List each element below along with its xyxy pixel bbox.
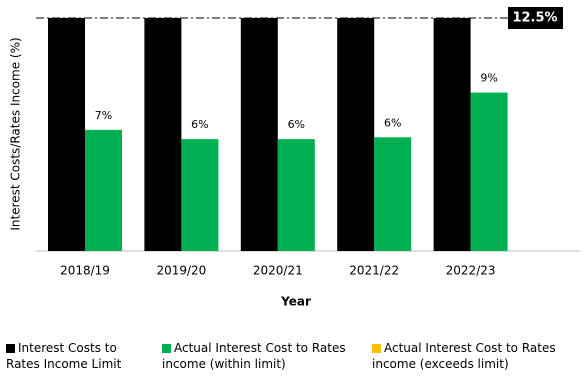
bar [48,18,85,251]
legend-item: Actual Interest Cost to Rates income (ex… [372,340,582,372]
bar [181,139,219,251]
bar [470,92,508,251]
chart: Interest Costs/Rates Income (%) Year 201… [9,7,580,309]
x-tick-label: 2018/19 [60,264,110,278]
legend-label: Actual Interest Cost to Rates income (wi… [162,341,346,371]
legend-swatch [6,344,15,353]
legend-label: Actual Interest Cost to Rates income (ex… [372,341,556,371]
bar [374,137,412,251]
legend-item: Actual Interest Cost to Rates income (wi… [162,340,352,372]
y-axis-title: Interest Costs/Rates Income (%) [9,37,23,230]
data-label: 6% [384,116,401,129]
bar [240,18,278,251]
legend-label: Interest Costs to Rates Income Limit [6,341,122,371]
x-tick-label: 2019/20 [156,264,206,278]
limit-label-box [508,7,563,29]
data-label: 7% [95,109,112,122]
data-label: 9% [480,72,497,85]
limit-label: 12.5% [512,11,557,26]
legend-item: Interest Costs to Rates Income Limit [6,340,146,372]
bar [144,18,182,251]
bar [85,129,122,251]
bar [433,18,471,251]
legend-swatch [372,344,381,353]
x-axis-title: Year [280,295,311,309]
x-tick-label: 2021/22 [349,264,399,278]
data-label: 6% [288,118,305,131]
bar [337,18,375,251]
x-tick-label: 2022/23 [446,264,496,278]
legend-swatch [162,344,171,353]
x-tick-label: 2020/21 [253,264,303,278]
bar [277,139,315,251]
data-label: 6% [191,118,208,131]
